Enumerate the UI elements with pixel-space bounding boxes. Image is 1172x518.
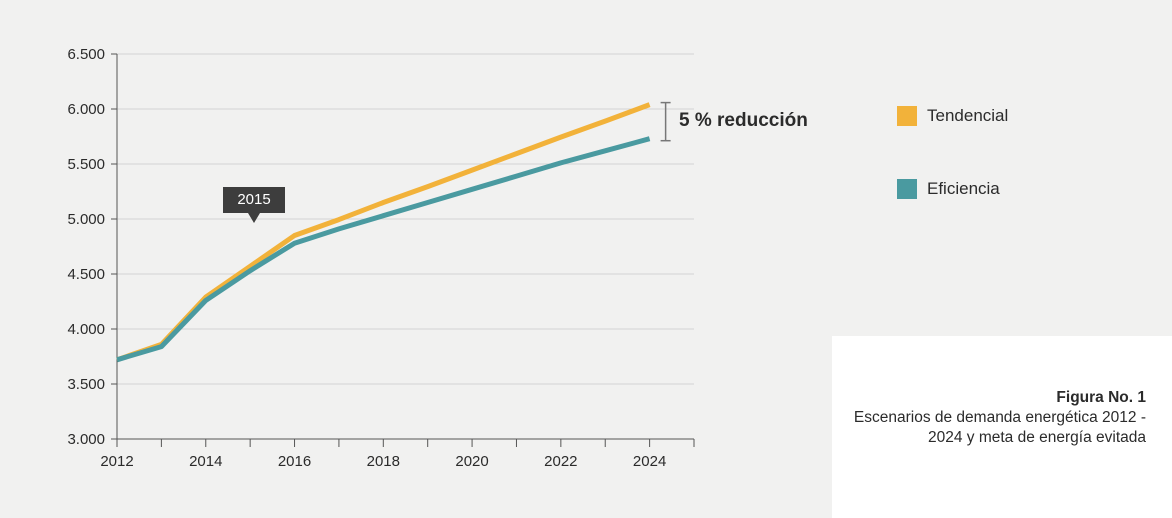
annotations [660, 101, 671, 142]
x-tick-label: 2014 [189, 453, 222, 470]
figure-description: Escenarios de demanda energética 2012 - … [853, 409, 1146, 446]
legend-item-tendencial: Tendencial [897, 104, 1008, 128]
y-tick-label: 6.000 [67, 101, 105, 118]
x-tick-label: 2012 [100, 453, 133, 470]
grid-lines [117, 53, 694, 385]
x-tick-label: 2016 [278, 453, 311, 470]
x-tick-label: 2022 [544, 453, 577, 470]
y-tick-label: 3.000 [67, 431, 105, 448]
y-tick-label: 5.500 [67, 156, 105, 173]
x-tick-label: 2024 [633, 453, 666, 470]
series-line-eficiencia [116, 136, 651, 363]
chart-legend: Tendencial Eficiencia [897, 104, 1008, 250]
legend-label-eficiencia: Eficiencia [927, 179, 1000, 198]
legend-item-eficiencia: Eficiencia [897, 177, 1008, 201]
series-lines [116, 102, 651, 363]
x-tick-label: 2018 [367, 453, 400, 470]
figure-caption: Figura No. 1 Escenarios de demanda energ… [846, 388, 1146, 448]
y-tick-label: 5.000 [67, 211, 105, 228]
legend-swatch-tendencial [897, 106, 917, 126]
axes: 3.000 3.500 4.000 4.500 5.000 5.500 6.000 6.500… [67, 46, 695, 470]
year-flag-pointer-icon [248, 213, 260, 223]
y-tick-label: 3.500 [67, 376, 105, 393]
y-tick-label: 4.000 [67, 321, 105, 338]
legend-label-tendencial: Tendencial [927, 106, 1009, 125]
caption-panel [832, 336, 1172, 518]
legend-swatch-eficiencia [897, 179, 917, 199]
y-tick-label: 4.500 [67, 266, 105, 283]
x-tick-label: 2020 [455, 453, 488, 470]
year-flag: 2015 [223, 187, 285, 213]
reduction-annotation: 5 % reducción [679, 110, 808, 131]
figure-number: Figura No. 1 [1056, 389, 1146, 406]
y-tick-label: 6.500 [67, 46, 105, 63]
series-line-tendencial [116, 102, 651, 363]
